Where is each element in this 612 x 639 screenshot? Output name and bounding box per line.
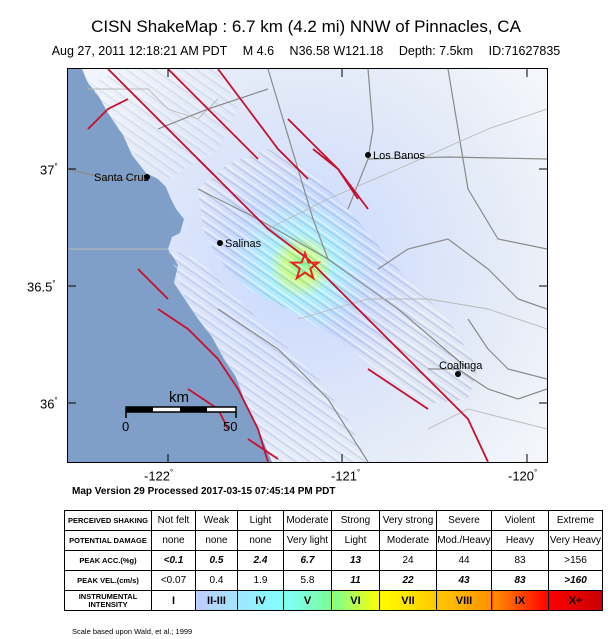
legend-cell: none — [151, 530, 196, 551]
intensity-cell: II-III — [195, 590, 238, 611]
intensity-cell: VII — [379, 590, 437, 611]
legend-cell: Very light — [283, 530, 332, 551]
legend-cell: Very Heavy — [548, 530, 603, 551]
shakemap-canvas[interactable]: Santa Cruz Salinas Los Banos Coalinga km… — [68, 69, 547, 462]
legend-cell: <0.07 — [151, 570, 196, 591]
legend-cell: Mod./Heavy — [436, 530, 492, 551]
legend-cell: Heavy — [491, 530, 549, 551]
city-los-banos: Los Banos — [365, 150, 425, 162]
legend-row-shaking: PERCEIVED SHAKING Not felt Weak Light Mo… — [64, 510, 603, 531]
city-label-los-banos: Los Banos — [373, 150, 425, 162]
legend-cell: 24 — [379, 550, 437, 571]
intensity-cell: V — [283, 590, 332, 611]
county-lines — [68, 88, 547, 430]
event-id: ID:71627835 — [488, 44, 561, 58]
legend-cell: 0.4 — [195, 570, 238, 591]
legend-cell: 13 — [331, 550, 380, 571]
legend-cell: 83 — [491, 550, 549, 571]
terrain-texture — [198, 149, 478, 404]
city-label-santa-cruz: Santa Cruz — [94, 172, 149, 184]
legend-cell: Light — [237, 510, 284, 531]
city-label-salinas: Salinas — [225, 238, 262, 250]
intensity-cell: I — [151, 590, 196, 611]
legend-cell: none — [237, 530, 284, 551]
legend-header: INSTRUMENTAL INTENSITY — [64, 590, 152, 611]
legend-cell: 6.7 — [283, 550, 332, 571]
event-info: Aug 27, 2011 12:18:21 AM PDT M 4.6 N36.5… — [0, 44, 612, 58]
legend-row-acc: PEAK ACC.(%g) <0.1 0.5 2.4 6.7 13 24 44 … — [64, 550, 603, 571]
legend-cell: Extreme — [548, 510, 603, 531]
city-salinas: Salinas — [217, 238, 262, 250]
legend-cell: >156 — [548, 550, 603, 571]
intensity-legend-table: PERCEIVED SHAKING Not felt Weak Light Mo… — [64, 510, 603, 611]
legend-cell: 11 — [331, 570, 380, 591]
shakemap-frame[interactable]: Santa Cruz Salinas Los Banos Coalinga km… — [67, 68, 548, 463]
event-location: N36.58 W121.18 — [289, 44, 384, 58]
scale-start: 0 — [122, 419, 129, 434]
intensity-cell: VIII — [436, 590, 492, 611]
legend-cell: none — [195, 530, 238, 551]
legend-cell: Severe — [436, 510, 492, 531]
legend-cell: 0.5 — [195, 550, 238, 571]
legend-cell: <0.1 — [151, 550, 196, 571]
city-label-coalinga: Coalinga — [439, 360, 483, 372]
legend-cell: 43 — [436, 570, 492, 591]
epicenter-star-icon[interactable] — [288, 249, 322, 281]
legend-cell: Violent — [491, 510, 549, 531]
legend-cell: Moderate — [379, 530, 437, 551]
intensity-cell: X+ — [548, 590, 603, 611]
scale-footnote: Scale based upon Wald, et al.; 1999 — [72, 627, 193, 636]
city-dot — [455, 371, 461, 377]
city-dot — [365, 152, 371, 158]
legend-cell: Light — [331, 530, 380, 551]
lat-label-36-5: 36.5° — [27, 279, 56, 295]
event-magnitude: M 4.6 — [242, 44, 275, 58]
intensity-cell: VI — [331, 590, 380, 611]
legend-cell: 22 — [379, 570, 437, 591]
city-dot — [144, 174, 150, 180]
city-dot — [217, 240, 223, 246]
lon-label-122: -122° — [144, 468, 174, 484]
legend-cell: Very strong — [379, 510, 437, 531]
legend-cell: Moderate — [283, 510, 332, 531]
legend-header: PERCEIVED SHAKING — [64, 510, 152, 531]
legend-cell: Not felt — [151, 510, 196, 531]
legend-cell: 83 — [491, 570, 549, 591]
map-version: Map Version 29 Processed 2017-03-15 07:4… — [72, 486, 336, 497]
legend-row-vel: PEAK VEL.(cm/s) <0.07 0.4 1.9 5.8 11 22 … — [64, 570, 603, 591]
city-coalinga: Coalinga — [439, 360, 483, 377]
legend-cell: 44 — [436, 550, 492, 571]
lat-label-36: 36° — [40, 396, 58, 412]
legend-cell: Strong — [331, 510, 380, 531]
legend-row-intensity: INSTRUMENTAL INTENSITY I II-III IV V VI … — [64, 590, 603, 611]
lon-label-121: -121° — [331, 468, 361, 484]
legend-cell: 2.4 — [237, 550, 284, 571]
legend-header: PEAK ACC.(%g) — [64, 550, 152, 571]
graticule-ticks — [68, 69, 547, 462]
event-depth: Depth: 7.5km — [398, 44, 474, 58]
legend-cell: >160 — [548, 570, 603, 591]
terrain-coastal — [168, 249, 368, 462]
map-title: CISN ShakeMap : 6.7 km (4.2 mi) NNW of P… — [91, 17, 521, 36]
scale-end: 50 — [223, 419, 237, 434]
scale-unit: km — [169, 389, 189, 406]
city-santa-cruz: Santa Cruz — [94, 172, 150, 184]
scale-bar: km 0 50 — [122, 389, 237, 434]
legend-row-damage: POTENTIAL DAMAGE none none none Very lig… — [64, 530, 603, 551]
lon-label-120: -120° — [508, 468, 538, 484]
legend-cell: 1.9 — [237, 570, 284, 591]
intensity-cell: IX — [491, 590, 549, 611]
legend-cell: Weak — [195, 510, 238, 531]
event-date: Aug 27, 2011 12:18:21 AM PDT — [51, 44, 228, 58]
intensity-cell: IV — [237, 590, 284, 611]
lat-label-37: 37° — [40, 162, 58, 178]
legend-header: POTENTIAL DAMAGE — [64, 530, 152, 551]
legend-cell: 5.8 — [283, 570, 332, 591]
legend-header: PEAK VEL.(cm/s) — [64, 570, 152, 591]
